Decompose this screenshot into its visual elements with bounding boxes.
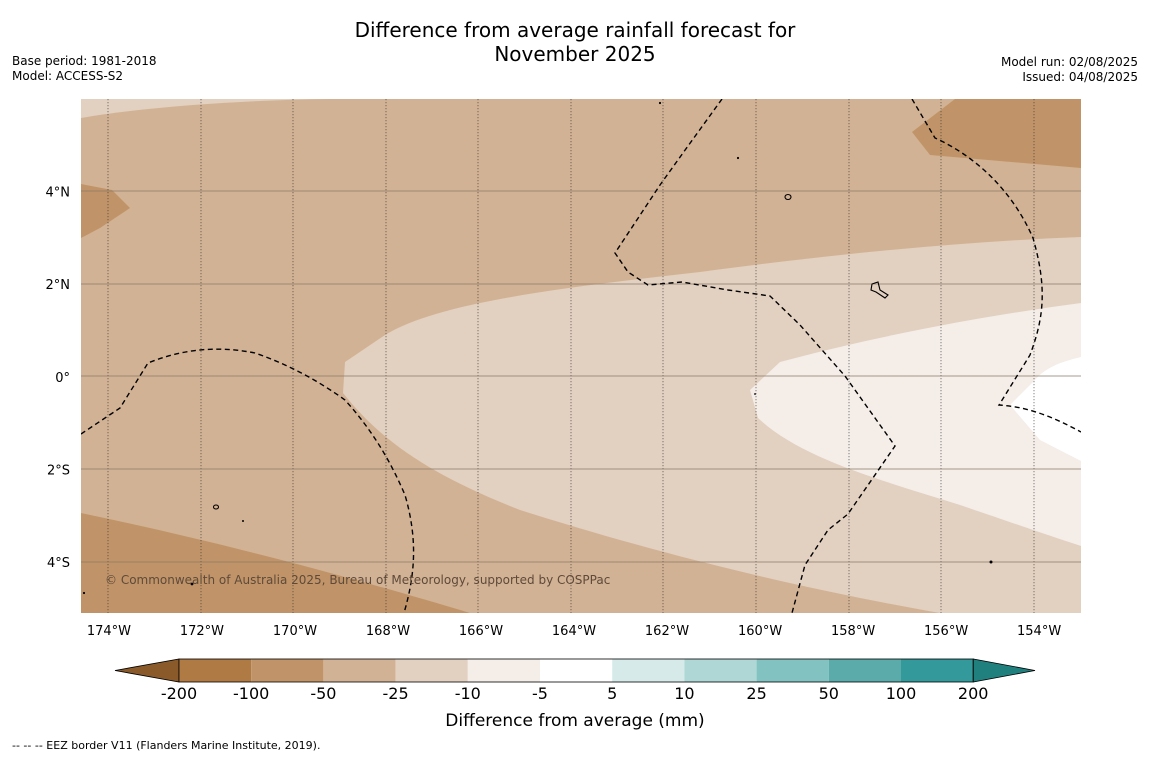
longitude-tick-label: 174°W xyxy=(87,624,131,639)
latitude-tick-label: 2°S xyxy=(47,464,70,479)
colorbar-segment xyxy=(901,659,974,682)
issued-date: Issued: 04/08/2025 xyxy=(1022,70,1138,84)
colorbar-tick-label: 100 xyxy=(886,684,917,703)
colorbar-ticks: -200 -100 -50 -25 -10 -5 5 10 25 50 100 200 xyxy=(161,684,989,703)
colorbar-tick-label: -200 xyxy=(161,684,197,703)
eez-border-east xyxy=(911,99,1081,433)
latitude-tick-label: 0° xyxy=(55,371,70,386)
colorbar-segment xyxy=(612,659,685,682)
chart-title: Difference from average rainfall forecas… xyxy=(0,18,1150,66)
longitude-tick-label: 154°W xyxy=(1017,624,1061,639)
latitude-tick-label: 4°S xyxy=(47,556,70,571)
colorbar-segment xyxy=(395,659,468,682)
colorbar-tick-label: -10 xyxy=(455,684,481,703)
anomaly-band-minus100-northeast xyxy=(912,99,1081,168)
eez-borders xyxy=(81,99,1081,613)
anomaly-band-minus25 xyxy=(343,237,1081,613)
anomaly-band-minus25-top xyxy=(81,99,330,118)
model-name: Model: ACCESS-S2 xyxy=(12,69,124,83)
latitude-tick-label: 2°N xyxy=(46,278,71,293)
metadata-right: Model run: 02/08/2025 Issued: 04/08/2025 xyxy=(1001,55,1138,85)
eez-border-central xyxy=(614,99,896,613)
colorbar-tick-label: -25 xyxy=(383,684,409,703)
title-line-2: November 2025 xyxy=(494,42,656,66)
metadata-left: Base period: 1981-2018 Model: ACCESS-S2 xyxy=(12,54,157,84)
colorbar-outline xyxy=(178,658,974,683)
islands xyxy=(212,193,889,510)
colorbar-segment xyxy=(684,659,757,682)
colorbar-tick-label: 10 xyxy=(674,684,694,703)
longitude-tick-label: 166°W xyxy=(459,624,503,639)
colorbar-segment xyxy=(828,659,901,682)
longitude-tick-label: 164°W xyxy=(552,624,596,639)
colorbar-segment xyxy=(251,659,324,682)
colorbar-tick-label: -100 xyxy=(233,684,269,703)
colorbar-tick-label: 200 xyxy=(958,684,989,703)
colorbar-extension-low xyxy=(114,658,180,683)
anomaly-band-minus10 xyxy=(750,303,1081,546)
anomaly-band-minus100-west xyxy=(81,184,130,238)
colorbar-segment xyxy=(467,659,540,682)
longitude-tick-label: 160°W xyxy=(738,624,782,639)
island-outline xyxy=(870,281,889,299)
eez-border-west xyxy=(81,348,415,613)
base-period: Base period: 1981-2018 xyxy=(12,54,157,68)
colorbar-segment xyxy=(540,659,613,682)
longitude-tick-label: 172°W xyxy=(180,624,224,639)
island-outline xyxy=(784,193,792,201)
anomaly-band-neutral xyxy=(1010,357,1081,461)
map-plot-area: © Commonwealth of Australia 2025, Bureau… xyxy=(81,99,1081,613)
colorbar xyxy=(114,658,1036,683)
eez-footnote: -- -- -- EEZ border V11 (Flanders Marine… xyxy=(12,739,321,752)
island-dots xyxy=(82,101,993,595)
colorbar-extension-high xyxy=(972,658,1036,683)
title-line-1: Difference from average rainfall forecas… xyxy=(354,18,796,42)
longitude-tick-label: 158°W xyxy=(831,624,875,639)
copyright-text: © Commonwealth of Australia 2025, Bureau… xyxy=(105,573,610,587)
colorbar-label: Difference from average (mm) xyxy=(445,711,704,731)
model-run: Model run: 02/08/2025 xyxy=(1000,55,1138,69)
colorbar-tick-label: -5 xyxy=(532,684,548,703)
longitude-tick-label: 162°W xyxy=(645,624,689,639)
colorbar-tick-label: 50 xyxy=(819,684,839,703)
longitude-tick-label: 170°W xyxy=(273,624,317,639)
colorbar-tick-label: 5 xyxy=(607,684,617,703)
longitude-tick-label: 156°W xyxy=(924,624,968,639)
colorbar-tick-label: -50 xyxy=(310,684,336,703)
graticule-parallels xyxy=(81,190,1081,563)
colorbar-tick-label: 25 xyxy=(746,684,766,703)
anomaly-band-minus100-southwest xyxy=(81,513,470,613)
colorbar-segment xyxy=(756,659,829,682)
longitude-labels: 174°W 172°W 170°W 168°W 166°W 164°W 162°W 160°W… xyxy=(87,624,1062,639)
colorbar-segment xyxy=(179,659,252,682)
longitude-tick-label: 168°W xyxy=(366,624,410,639)
latitude-labels: 4°N 2°N 0° 2°S 4°S xyxy=(46,186,71,571)
island-outline xyxy=(212,504,220,510)
colorbar-segment xyxy=(323,659,396,682)
latitude-tick-label: 4°N xyxy=(46,186,71,201)
